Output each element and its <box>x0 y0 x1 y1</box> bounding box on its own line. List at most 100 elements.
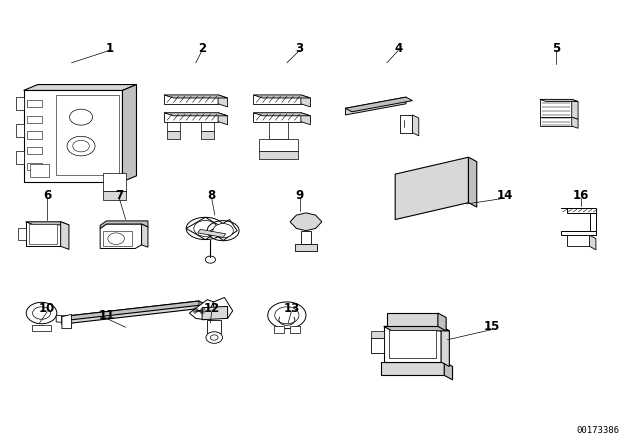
Polygon shape <box>253 113 310 116</box>
Polygon shape <box>468 157 477 207</box>
Text: 11: 11 <box>99 309 115 322</box>
Polygon shape <box>103 190 125 199</box>
Polygon shape <box>186 217 225 240</box>
Circle shape <box>108 233 124 245</box>
Polygon shape <box>294 244 317 251</box>
Polygon shape <box>259 139 298 151</box>
Polygon shape <box>103 231 132 246</box>
Circle shape <box>67 136 95 156</box>
Polygon shape <box>384 327 449 331</box>
Polygon shape <box>214 297 233 319</box>
Text: 6: 6 <box>43 189 51 202</box>
Polygon shape <box>141 224 148 247</box>
Circle shape <box>206 332 223 343</box>
Polygon shape <box>290 327 300 333</box>
Polygon shape <box>412 115 419 136</box>
Text: 00173386: 00173386 <box>577 426 620 435</box>
Polygon shape <box>218 95 228 107</box>
Polygon shape <box>27 163 42 170</box>
Text: 5: 5 <box>552 42 560 55</box>
Text: 3: 3 <box>296 42 303 55</box>
Polygon shape <box>201 130 214 138</box>
Polygon shape <box>253 95 301 104</box>
Polygon shape <box>100 224 141 249</box>
Polygon shape <box>371 337 384 353</box>
Text: 7: 7 <box>115 189 124 202</box>
Polygon shape <box>269 121 288 139</box>
Polygon shape <box>199 301 205 312</box>
Polygon shape <box>56 315 74 323</box>
Polygon shape <box>381 362 444 375</box>
Circle shape <box>194 220 217 237</box>
Polygon shape <box>100 221 148 228</box>
Polygon shape <box>27 131 42 138</box>
Polygon shape <box>387 313 438 327</box>
Polygon shape <box>164 95 218 104</box>
Text: 8: 8 <box>207 189 216 202</box>
Polygon shape <box>26 222 69 225</box>
Polygon shape <box>201 121 214 130</box>
Polygon shape <box>62 301 199 324</box>
Text: 13: 13 <box>283 302 300 315</box>
Polygon shape <box>16 151 24 164</box>
Bar <box>389 330 436 358</box>
Polygon shape <box>24 85 136 90</box>
Text: 2: 2 <box>198 42 206 55</box>
Polygon shape <box>27 100 42 108</box>
Text: 9: 9 <box>296 189 304 202</box>
Polygon shape <box>438 313 446 331</box>
Polygon shape <box>56 95 119 175</box>
Circle shape <box>205 256 216 263</box>
Polygon shape <box>301 231 311 244</box>
Polygon shape <box>253 113 301 121</box>
Text: 16: 16 <box>573 189 589 202</box>
Text: 15: 15 <box>484 320 500 333</box>
Text: 10: 10 <box>39 302 56 315</box>
Polygon shape <box>167 130 180 138</box>
Polygon shape <box>103 173 125 190</box>
Polygon shape <box>207 320 221 333</box>
Polygon shape <box>16 97 24 111</box>
Polygon shape <box>62 301 205 320</box>
Polygon shape <box>290 213 322 231</box>
Polygon shape <box>444 362 452 380</box>
Polygon shape <box>16 124 24 137</box>
Polygon shape <box>164 95 228 98</box>
Polygon shape <box>589 235 596 250</box>
Polygon shape <box>198 229 226 237</box>
Polygon shape <box>30 164 49 177</box>
Polygon shape <box>384 327 441 362</box>
Polygon shape <box>218 113 228 125</box>
Polygon shape <box>122 85 136 182</box>
Circle shape <box>213 224 234 238</box>
Polygon shape <box>259 151 298 159</box>
Circle shape <box>211 335 218 340</box>
Polygon shape <box>62 317 68 324</box>
Polygon shape <box>164 113 228 116</box>
Text: 4: 4 <box>394 42 403 55</box>
Polygon shape <box>164 113 218 121</box>
Polygon shape <box>589 213 596 231</box>
Polygon shape <box>274 327 284 333</box>
Polygon shape <box>167 121 180 130</box>
Polygon shape <box>61 222 69 250</box>
Polygon shape <box>253 95 310 98</box>
Polygon shape <box>202 306 228 320</box>
Polygon shape <box>399 115 412 133</box>
Polygon shape <box>561 231 596 235</box>
Polygon shape <box>540 99 572 117</box>
Circle shape <box>70 109 93 125</box>
Polygon shape <box>32 325 51 331</box>
Text: 14: 14 <box>497 189 513 202</box>
Polygon shape <box>29 224 57 244</box>
Polygon shape <box>346 97 406 115</box>
Text: 1: 1 <box>106 42 114 55</box>
Polygon shape <box>18 228 26 240</box>
Text: 12: 12 <box>204 302 220 315</box>
Polygon shape <box>27 147 42 154</box>
Polygon shape <box>540 99 578 102</box>
Polygon shape <box>301 113 310 125</box>
Polygon shape <box>301 95 310 107</box>
Polygon shape <box>62 314 72 329</box>
Polygon shape <box>567 235 589 246</box>
